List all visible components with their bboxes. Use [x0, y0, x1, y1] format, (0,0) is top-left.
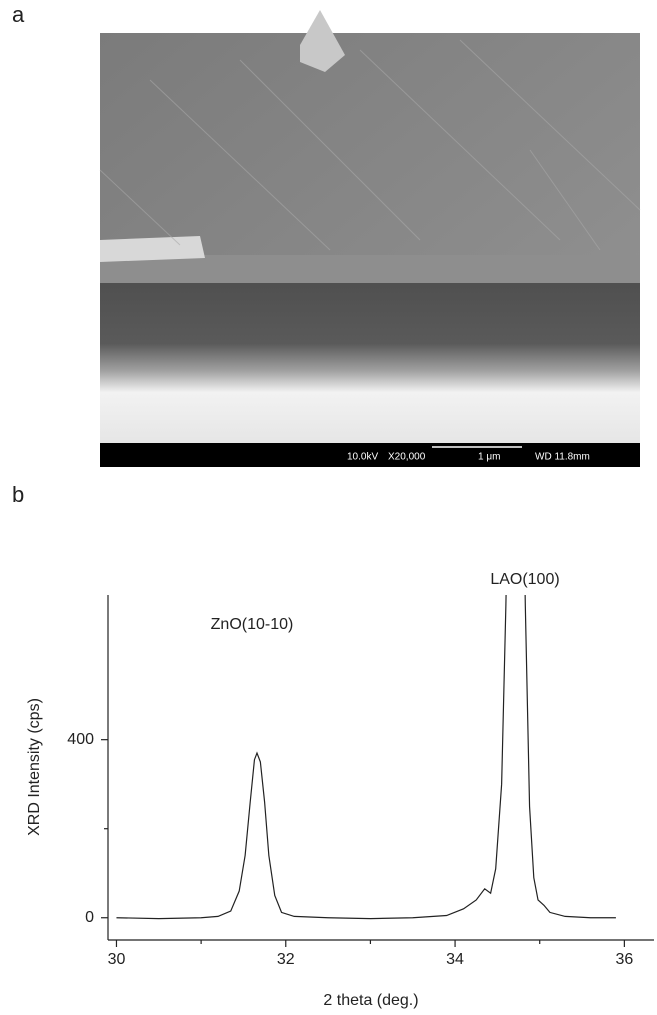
x-tick-label: 36: [615, 951, 633, 968]
data-line: [116, 595, 616, 920]
sem-image: 10.0kV X20,000 1 μm WD 11.8mm: [99, 10, 641, 467]
x-tick-label: 32: [277, 951, 295, 968]
y-axis-title: XRD Intensity (cps): [26, 698, 43, 836]
sem-info: 10.0kV: [347, 452, 378, 463]
x-axis-title: 2 theta (deg.): [323, 992, 418, 1009]
annotation: LAO(100): [490, 571, 559, 588]
sem-info: X20,000: [388, 452, 426, 463]
y-tick-label: 400: [67, 731, 94, 748]
annotation: ZnO(10-10): [211, 616, 294, 633]
sem-info: 1 μm: [478, 452, 500, 463]
x-tick-label: 30: [108, 951, 126, 968]
panel-label: a: [12, 2, 25, 27]
plot-area: [116, 595, 616, 920]
panel-label: b: [12, 482, 24, 507]
sem-info: WD 11.8mm: [535, 452, 590, 463]
y-tick-label: 0: [85, 909, 94, 926]
x-tick-label: 34: [446, 951, 464, 968]
